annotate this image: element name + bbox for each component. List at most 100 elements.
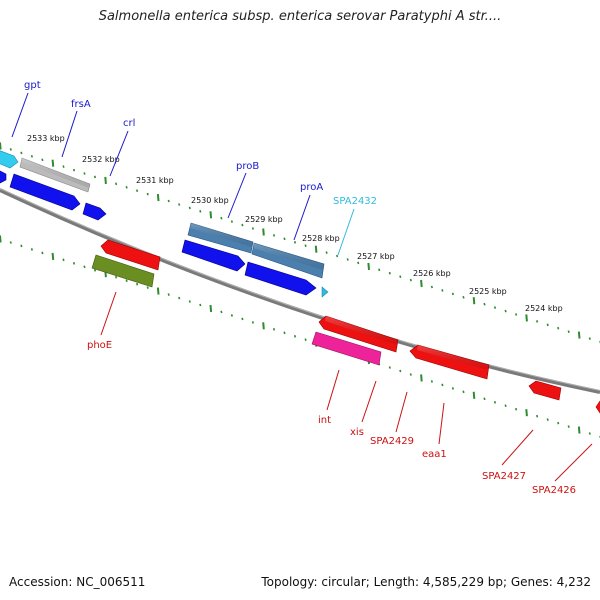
tick-mark [51, 159, 55, 167]
feature-phoE-olive[interactable] [91, 254, 155, 288]
tick-mark [451, 292, 454, 296]
tick-mark [199, 209, 202, 213]
tick-mark [230, 314, 233, 317]
tick-mark [146, 192, 149, 196]
tick-mark [409, 278, 412, 282]
kbp-label: 2532 kbp [82, 155, 120, 164]
tick-mark [472, 391, 476, 399]
tick-mark [304, 338, 307, 342]
tick-mark [72, 261, 76, 265]
feature-phoE-red[interactable] [100, 239, 161, 271]
tick-mark [9, 148, 12, 151]
tick-mark [357, 261, 360, 265]
tick-mark [430, 380, 433, 383]
tick-mark [557, 421, 560, 425]
tick-mark [156, 287, 160, 295]
tick-mark [577, 426, 581, 434]
gene-label-crl[interactable]: crl [123, 118, 135, 129]
tick-mark [283, 237, 286, 241]
kbp-label: 2533 kbp [27, 134, 65, 143]
tick-mark [251, 227, 254, 230]
kbp-label: 2525 kbp [469, 287, 507, 296]
tick-mark [388, 271, 391, 275]
kbp-label: 2528 kbp [302, 234, 340, 243]
tick-mark [588, 337, 591, 340]
gene-label-frsA[interactable]: frsA [71, 99, 91, 110]
kbp-label: 2527 kbp [357, 252, 395, 261]
feature-proA-cds[interactable] [244, 261, 317, 296]
tick-mark [146, 286, 149, 289]
tick-mark [493, 400, 497, 404]
tick-mark [83, 265, 86, 269]
gene-label-phoE[interactable]: phoE [87, 340, 112, 351]
tick-mark [525, 409, 528, 417]
tick-mark [493, 306, 497, 309]
tick-mark [536, 320, 539, 323]
tick-mark [62, 258, 65, 262]
tick-mark [220, 310, 223, 314]
gene-label-SPA2427[interactable]: SPA2427 [482, 471, 526, 482]
feature-SPA2432-mark[interactable] [321, 286, 329, 298]
tick-mark [272, 234, 276, 237]
tick-mark [93, 268, 97, 272]
tick-mark [577, 331, 581, 339]
genome-summary: Topology: circular; Length: 4,585,229 bp… [261, 575, 591, 589]
tick-mark [441, 289, 444, 292]
gene-label-SPA2429[interactable]: SPA2429 [370, 436, 414, 447]
tick-mark [283, 331, 286, 335]
kbp-label: 2529 kbp [245, 215, 283, 224]
tick-mark [462, 390, 465, 394]
tick-mark [220, 216, 223, 220]
kbp-label: 2531 kbp [136, 176, 174, 185]
backbone-highlight [0, 188, 600, 391]
tick-mark [346, 258, 349, 261]
tick-mark [515, 407, 518, 411]
tick-mark [20, 244, 23, 248]
feature-blue-cds-1[interactable] [9, 173, 81, 211]
feature-cyan-cds[interactable] [0, 150, 19, 169]
tick-mark [525, 314, 528, 322]
leader-line-phoE [100, 291, 117, 336]
tick-mark [567, 425, 570, 428]
tick-mark [293, 334, 297, 338]
tick-mark [20, 151, 23, 155]
tick-mark [125, 185, 128, 189]
tick-mark [125, 279, 128, 283]
tick-mark [441, 383, 444, 387]
tick-mark [304, 244, 307, 248]
tick-mark [115, 182, 118, 186]
tick-mark [209, 304, 213, 313]
tick-mark [167, 199, 170, 203]
tick-mark [83, 172, 86, 175]
tick-mark [314, 245, 318, 253]
feature-SPA2426-red[interactable] [595, 400, 600, 414]
tick-mark [104, 176, 107, 184]
tick-mark [230, 220, 233, 223]
tick-mark [188, 300, 191, 303]
tick-mark [367, 262, 370, 270]
tick-mark [483, 302, 486, 306]
tick-mark [156, 194, 160, 202]
gene-label-proB[interactable]: proB [236, 161, 259, 172]
tick-mark [0, 142, 2, 150]
tick-mark [262, 228, 265, 236]
gene-label-SPA2432[interactable]: SPA2432 [333, 196, 377, 207]
gene-label-eaa1[interactable]: eaa1 [422, 449, 447, 460]
gene-label-gpt[interactable]: gpt [24, 80, 41, 91]
tick-mark [251, 321, 254, 324]
tick-mark [546, 418, 549, 421]
tick-mark [546, 323, 549, 327]
feature-blue-cds-left[interactable] [0, 170, 7, 184]
tick-mark [420, 374, 423, 382]
feature-SPA2427-red[interactable] [528, 380, 562, 401]
gene-label-proA[interactable]: proA [300, 182, 323, 193]
gene-label-int[interactable]: int [318, 415, 331, 426]
gene-label-SPA2426[interactable]: SPA2426 [532, 485, 576, 496]
tick-mark [199, 303, 202, 307]
feature-proB-cds[interactable] [181, 239, 246, 272]
feature-blue-cds-2[interactable] [82, 202, 107, 221]
feature-xis-pink[interactable] [311, 331, 382, 366]
gene-label-xis[interactable]: xis [350, 427, 364, 438]
leader-line-SPA2427 [501, 429, 534, 466]
